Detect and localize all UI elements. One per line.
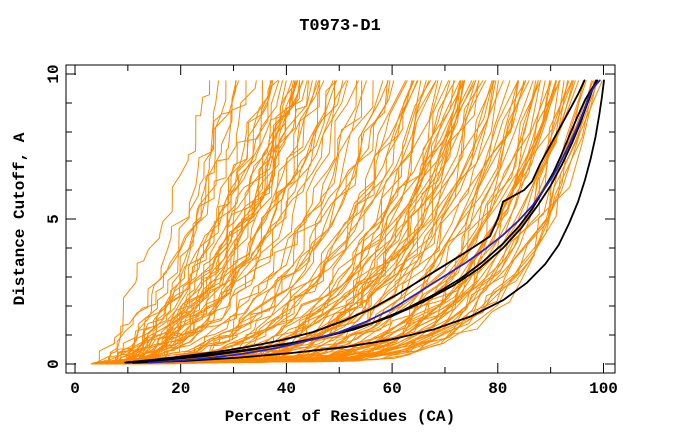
x-tick-label: 20 <box>171 380 190 398</box>
y-tick-label: 5 <box>45 214 63 224</box>
ensemble-curve <box>112 80 299 365</box>
ensemble-curve <box>101 80 237 365</box>
x-tick-label: 100 <box>589 380 618 398</box>
model-black-4-curve <box>125 79 597 364</box>
model-blue-curve <box>148 79 601 364</box>
ensemble-curve <box>107 80 325 365</box>
ensemble-curve <box>99 80 220 365</box>
x-tick-label: 80 <box>488 380 507 398</box>
model-black-3-curve <box>132 79 605 364</box>
chart-title: T0973-D1 <box>299 17 381 36</box>
ensemble-curve <box>111 80 308 365</box>
x-tick-label: 60 <box>382 380 401 398</box>
y-tick-label: 0 <box>45 359 63 369</box>
ensemble-curve <box>103 80 542 365</box>
ensemble-curve <box>93 80 313 365</box>
ensemble-curve <box>110 80 320 365</box>
ensemble-curve <box>98 80 211 365</box>
ensemble-curve <box>103 80 439 365</box>
ensemble-curve <box>112 80 297 365</box>
ensemble-curve <box>113 80 338 365</box>
ensemble-curve <box>112 80 273 365</box>
model-black-1-curve <box>124 79 586 364</box>
axis-border <box>65 64 616 374</box>
x-tick-label: 40 <box>277 380 296 398</box>
ensemble-curve <box>108 80 272 365</box>
ensemble-curve <box>94 80 279 365</box>
ensemble-curve <box>105 80 240 365</box>
y-tick-label: 10 <box>45 64 63 83</box>
x-tick-label: 0 <box>70 380 80 398</box>
ensemble-curve <box>105 80 299 365</box>
x-axis-title: Percent of Residues (CA) <box>224 408 456 426</box>
